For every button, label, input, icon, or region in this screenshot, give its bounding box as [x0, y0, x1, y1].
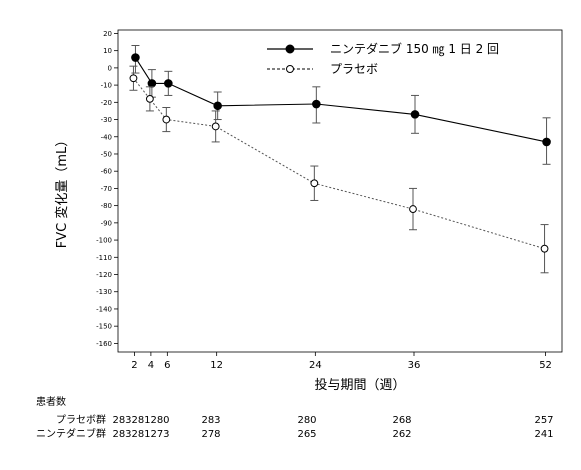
patient-count-value: 273: [150, 429, 169, 440]
patient-count-title: 患者数: [36, 395, 66, 408]
series-layer: [129, 44, 551, 274]
y-tick-label: -100: [96, 237, 112, 245]
x-tick-label: 2: [131, 360, 137, 371]
patient-count-value: 268: [392, 415, 411, 426]
patient-count-value: 278: [201, 429, 220, 440]
patient-count-row-placebo: 283 281 280 283 280 268 257: [112, 415, 553, 426]
patient-count-value: 280: [150, 415, 169, 426]
y-tick-label: -160: [96, 340, 112, 348]
patient-count-table: 患者数 プラセボ群 ニンテダニブ群 283 281 280 283 280 268 257 …: [36, 395, 554, 440]
x-tick-label: 36: [408, 360, 421, 371]
x-axis-label: 投与期間（週）: [314, 377, 405, 393]
data-point: [145, 94, 154, 103]
x-tick-label: 24: [309, 360, 322, 371]
patient-count-value: 241: [534, 429, 553, 440]
patient-count-value: 283: [112, 429, 131, 440]
data-point: [147, 79, 157, 88]
x-tick-label: 52: [539, 360, 552, 371]
data-point: [542, 137, 551, 147]
legend-label-placebo: プラセボ: [330, 62, 378, 76]
plot-frame: [117, 29, 563, 353]
legend-marker-placebo: [286, 65, 294, 73]
y-tick-label: -60: [101, 168, 112, 176]
patient-count-value: 280: [297, 415, 316, 426]
patient-group-label-placebo: プラセボ群: [56, 413, 106, 426]
legend-marker-nintedanib: [285, 44, 295, 54]
y-axis: 20 10 0 -10 -20 -30 -40 -50 -60 -70 -80 -90 -100 -110…: [96, 30, 118, 348]
x-tick-label: 4: [148, 360, 154, 371]
patient-count-value: 283: [112, 415, 131, 426]
y-tick-label: -140: [96, 305, 112, 313]
patient-count-value: 281: [131, 415, 150, 426]
data-point: [409, 205, 417, 213]
y-tick-label: -70: [101, 185, 112, 193]
y-tick-label: -50: [101, 150, 112, 158]
patient-group-label-nintedanib: ニンテダニブ群: [36, 427, 106, 440]
data-point: [540, 244, 549, 253]
data-point: [164, 79, 173, 88]
y-axis-label: FVC 変化量（mL）: [54, 134, 70, 249]
x-tick-label: 6: [164, 360, 170, 371]
x-axis: 2 4 6 12 24 36 52: [131, 352, 552, 371]
legend-label-nintedanib: ニンテダニブ 150 ㎎ 1 日 2 回: [330, 41, 499, 56]
data-point: [162, 115, 171, 124]
patient-count-value: 265: [297, 429, 316, 440]
y-tick-label: -10: [101, 82, 112, 90]
data-point: [410, 110, 420, 119]
data-point: [131, 53, 140, 62]
y-tick-label: -80: [101, 202, 112, 210]
y-tick-label: 10: [103, 47, 112, 55]
y-tick-label: -130: [96, 288, 112, 296]
y-tick-label: -150: [96, 323, 112, 331]
patient-count-value: 262: [392, 429, 411, 440]
data-point: [310, 179, 319, 188]
data-point: [312, 99, 321, 109]
y-tick-label: -110: [96, 254, 112, 262]
y-tick-label: -90: [101, 219, 112, 227]
legend: ニンテダニブ 150 ㎎ 1 日 2 回 プラセボ: [267, 41, 499, 76]
series-line: [133, 77, 545, 250]
data-point: [213, 101, 222, 111]
y-tick-label: 0: [108, 64, 112, 72]
patient-count-value: 257: [534, 415, 553, 426]
patient-count-row-nintedanib: 283 281 273 278 265 262 241: [112, 429, 553, 440]
y-tick-label: -120: [96, 271, 112, 279]
patient-count-value: 283: [201, 415, 220, 426]
x-tick-label: 12: [210, 360, 223, 371]
y-tick-label: -40: [101, 133, 112, 141]
data-point: [211, 122, 220, 131]
y-tick-label: -20: [101, 99, 112, 107]
data-point: [129, 74, 138, 83]
y-tick-label: -30: [101, 116, 112, 124]
patient-count-value: 281: [131, 429, 150, 440]
y-tick-label: 20: [103, 30, 112, 38]
